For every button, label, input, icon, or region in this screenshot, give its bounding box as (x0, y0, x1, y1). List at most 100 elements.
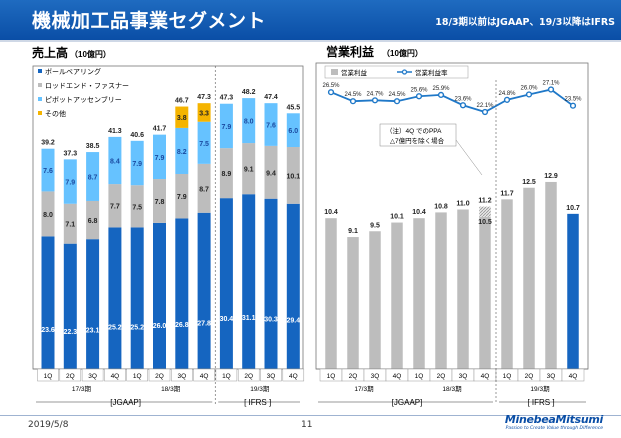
sales-cat-10: 2Q (244, 373, 253, 380)
sales-label-pivot-4: 8.4 (110, 158, 120, 165)
sales-bar-other-8 (197, 103, 211, 122)
sales-label-rod-12: 10.1 (286, 173, 300, 180)
sales-label-pivot-1: 7.6 (43, 168, 53, 175)
sales-bar-rod-6 (153, 179, 166, 223)
sales-label-other-7: 3.8 (177, 115, 187, 122)
sales-bar-other-7 (175, 106, 189, 128)
sales-label-ball-2: 22.3 (63, 329, 77, 336)
sales-cat-2: 2Q (66, 373, 75, 380)
sales-total-12: 45.5 (286, 104, 300, 111)
profit-label-8: 11.2 (478, 198, 491, 205)
sales-label-ball-4: 25.2 (108, 324, 122, 331)
sales-label-ball-7: 26.8 (175, 322, 189, 329)
sales-label-ball-1: 23.6 (41, 327, 55, 334)
profit-cat-4: 4Q (393, 373, 402, 380)
ppa-note-line2: △7億円を除く場合 (390, 136, 445, 145)
profit-unit: （10億円） (382, 48, 423, 58)
profit-label-6: 10.8 (434, 203, 448, 210)
sales-cat-3: 3Q (88, 373, 97, 380)
sales-label-ball-9: 30.4 (220, 316, 234, 323)
sales-bar-rod-2 (63, 203, 77, 244)
sales-jgaap-label: [JGAAP] (110, 398, 141, 407)
profit-cat-3: 3Q (371, 373, 380, 380)
margin-point-3 (371, 97, 379, 104)
profit-bar-11 (545, 181, 557, 369)
logo-name: MinebeaMitsumi (504, 413, 603, 426)
sales-bar-pivot-7 (175, 127, 189, 174)
sales-total-2: 37.3 (63, 150, 77, 157)
sales-bar-ball-6 (153, 222, 166, 369)
sales-label-rod-10: 9.1 (244, 167, 254, 174)
sales-ifrs-label: [ IFRS ] (244, 398, 271, 407)
sales-label-rod-2: 7.1 (65, 222, 75, 229)
sales-label-pivot-5: 7.9 (132, 161, 142, 168)
sales-label-pivot-7: 8.2 (177, 149, 187, 156)
sales-bar-ball-11 (264, 198, 278, 369)
sales-plot-frame (32, 65, 304, 370)
sales-cat-cell-11 (260, 368, 282, 382)
sales-cat-cell-10 (237, 368, 260, 382)
sales-bar-pivot-10 (242, 98, 256, 144)
sales-bar-rod-10 (242, 143, 256, 195)
sales-title: 売上高 (32, 45, 68, 60)
profit-cat-8: 4Q (481, 373, 490, 380)
sales-cat-cell-12 (282, 368, 305, 382)
sales-total-4: 41.3 (108, 128, 122, 135)
sales-bar-rod-11 (264, 145, 278, 199)
profit-label-4: 10.1 (390, 214, 404, 221)
sales-cat-12: 4Q (289, 373, 298, 380)
page-number: 11 (301, 420, 313, 430)
profit-cat-1: 1Q (327, 373, 336, 380)
margin-point-6 (437, 91, 445, 99)
profit-label-3: 9.5 (370, 222, 380, 229)
margin-point-11 (547, 86, 555, 93)
sales-legend-swatch-rod (38, 83, 42, 87)
margin-point-9 (503, 96, 511, 103)
profit-legend-bar: 営業利益 (341, 68, 368, 77)
sales-bar-ball-10 (242, 194, 256, 369)
sales-legend-other: その他 (45, 109, 66, 118)
sales-bar-pivot-6 (153, 134, 166, 180)
sales-bar-ball-3 (86, 239, 100, 369)
sales-bar-ball-5 (130, 227, 144, 369)
sales-total-11: 47.4 (264, 94, 278, 101)
margin-point-12 (569, 102, 577, 109)
sales-bar-ball-1 (41, 236, 55, 369)
sales-total-8: 47.3 (197, 94, 211, 101)
profit-bar-8 (479, 216, 491, 369)
sales-label-pivot-9: 7.9 (222, 124, 232, 131)
sales-label-rod-1: 8.0 (43, 212, 53, 219)
sales-total-6: 41.7 (153, 126, 167, 133)
ppa-note-box (379, 123, 457, 147)
sales-bar-ball-8 (197, 212, 211, 369)
profit-legend-margin: 営業利益率 (415, 68, 448, 77)
sales-bar-pivot-8 (197, 121, 211, 164)
sales-label-pivot-12: 6.0 (288, 128, 298, 135)
sales-label-rod-11: 9.4 (266, 170, 276, 177)
sales-cat-cell-8 (193, 368, 215, 382)
sales-period-1: 17/3期 (72, 385, 92, 393)
profit-title: 営業利益 (326, 44, 374, 59)
profit-cat-5: 1Q (415, 373, 424, 380)
sales-bar-ball-9 (219, 198, 233, 369)
header-bar: 機械加工品事業セグメント 18/3期以前はJGAAP、19/3以降はIFRS (0, 0, 621, 40)
profit-period-1: 17/3期 (354, 385, 374, 393)
margin-point-5 (415, 93, 423, 100)
profit-label-7: 11.0 (456, 201, 469, 208)
profit-label-1: 10.4 (324, 209, 338, 216)
profit-bar-12 (567, 213, 579, 369)
profit-label-12: 10.7 (566, 205, 580, 212)
page-title: 機械加工品事業セグメント (32, 10, 267, 32)
margin-label-9: 24.8% (498, 91, 516, 97)
margin-label-1: 26.5% (322, 83, 340, 89)
margin-label-2: 24.5% (344, 92, 362, 98)
margin-point-4 (393, 98, 401, 105)
sales-label-rod-9: 8.9 (222, 171, 232, 178)
sales-bar-rod-3 (86, 200, 100, 240)
profit-label-5: 10.4 (412, 209, 426, 216)
sales-total-3: 38.5 (86, 143, 100, 150)
sales-label-ball-8: 27.8 (197, 320, 211, 327)
sales-label-rod-5: 7.5 (132, 204, 142, 211)
profit-legend-swatch (331, 69, 338, 75)
sales-cat-cell-4 (104, 368, 126, 382)
